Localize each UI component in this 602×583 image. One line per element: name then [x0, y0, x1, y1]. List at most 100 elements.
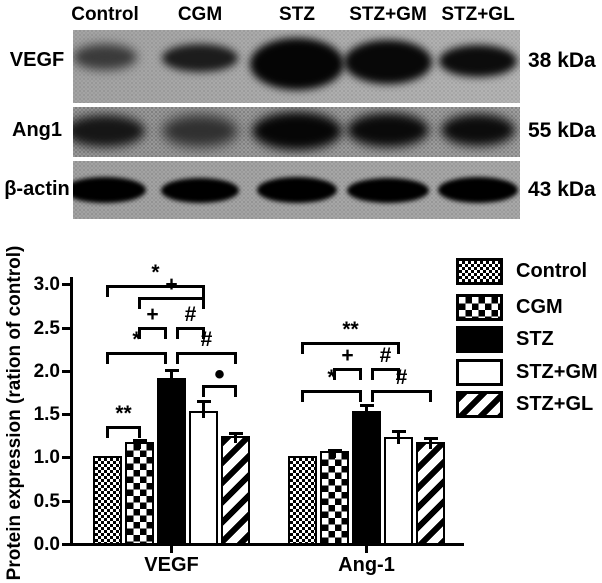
y-tick: [62, 413, 71, 417]
error-bar-stem: [333, 448, 336, 459]
protein-band: [73, 177, 146, 203]
significance-bracket: [301, 389, 362, 402]
blot-lane-label: STZ+GL: [441, 4, 515, 25]
error-bar-cap: [132, 439, 147, 443]
y-tick-label: 2.5: [33, 317, 60, 339]
legend-label-stz+gm: STZ+GM: [516, 361, 598, 383]
bar-control-vegf: [93, 456, 122, 545]
y-tick-label: 1.5: [33, 404, 60, 426]
error-bar-cap: [164, 368, 179, 372]
y-tick-label: 0.5: [33, 490, 60, 512]
legend-swatch-control: [456, 258, 503, 285]
bar-stz+gl-vegf: [221, 436, 250, 545]
blot-lane-label: STZ: [279, 4, 315, 25]
blot-row-label: VEGF: [9, 49, 65, 71]
legend-swatch-cgm: [456, 294, 503, 321]
significance-bracket: [106, 351, 167, 364]
significance-bracket: [202, 385, 237, 398]
y-tick: [62, 326, 71, 330]
significance-label: #: [395, 365, 408, 389]
y-tick: [62, 543, 71, 546]
protein-band: [162, 115, 238, 147]
significance-label: #: [200, 327, 213, 351]
x-group-label: Ang-1: [338, 554, 395, 576]
significance-bracket: [138, 327, 167, 340]
blot-weight-label: 43 kDa: [528, 178, 596, 201]
error-bar-cap: [359, 404, 374, 408]
significance-bracket: [333, 368, 362, 381]
error-bar-cap: [228, 432, 243, 436]
bar-cgm-vegf: [125, 441, 154, 545]
blot-weight-label: 55 kDa: [528, 119, 596, 142]
protein-band: [73, 115, 145, 147]
blot-strip: [73, 30, 520, 103]
blot-strip: [73, 107, 520, 157]
significance-bracket: [106, 426, 141, 439]
significance-label: •: [214, 358, 225, 392]
y-tick-label: 2.0: [33, 360, 60, 382]
significance-label: *: [151, 260, 160, 284]
legend-swatch-stz: [456, 326, 503, 353]
significance-label: +: [341, 344, 354, 368]
error-bar-stem: [365, 404, 368, 418]
protein-band: [257, 177, 337, 203]
protein-band: [347, 177, 429, 203]
x-group-tick: [170, 546, 173, 553]
protein-band: [161, 177, 239, 203]
significance-label: **: [342, 318, 359, 342]
error-bar-stem: [170, 368, 173, 386]
protein-band: [438, 177, 518, 203]
legend-label-cgm: CGM: [516, 296, 563, 318]
blot-row-label: Ang1: [12, 119, 62, 141]
error-bar-stem: [429, 437, 432, 449]
y-tick: [62, 283, 71, 287]
protein-band: [73, 44, 137, 70]
y-axis-line: [70, 277, 73, 546]
x-axis-line: [70, 543, 464, 546]
error-bar-cap: [423, 437, 438, 441]
protein-band: [162, 44, 238, 72]
bar-stz-ang-1: [352, 410, 381, 545]
bar-stz+gl-ang-1: [416, 441, 445, 545]
protein-band: [344, 40, 432, 84]
significance-label: +: [146, 303, 159, 327]
significance-bracket: [176, 351, 237, 364]
blot-lane-label: Control: [71, 4, 139, 25]
error-bar-cap: [391, 429, 406, 433]
error-bar-cap: [196, 400, 211, 404]
y-tick: [62, 499, 71, 503]
significance-bracket: [176, 327, 205, 340]
significance-bracket: [301, 342, 400, 355]
error-bar-stem: [138, 439, 141, 449]
protein-band: [252, 112, 342, 150]
x-group-tick: [365, 546, 368, 553]
legend-label-stz+gl: STZ+GL: [516, 393, 594, 415]
blot-row-label: β-actin: [4, 178, 70, 200]
significance-label: *: [132, 327, 141, 351]
legend-swatch-stz+gl: [456, 391, 503, 418]
legend-label-control: Control: [516, 260, 588, 282]
blot-strip: [73, 161, 520, 219]
y-tick-label: 3.0: [33, 274, 60, 296]
y-tick-label: 1.0: [33, 447, 60, 469]
blot-lane-label: CGM: [177, 4, 223, 25]
significance-bracket: [138, 297, 205, 310]
legend-label-stz: STZ: [516, 328, 554, 350]
legend-swatch-stz+gm: [456, 359, 503, 386]
error-bar-stem: [202, 400, 205, 418]
significance-label: #: [184, 303, 197, 327]
error-bar-stem: [397, 429, 400, 445]
significance-label: *: [327, 365, 336, 389]
protein-band: [250, 38, 344, 90]
significance-bracket: [371, 368, 400, 381]
error-bar-stem: [234, 432, 237, 444]
bar-stz+gm-vegf: [189, 410, 218, 545]
significance-label: #: [379, 344, 392, 368]
bar-stz+gm-ang-1: [384, 437, 413, 545]
error-bar-cap: [327, 448, 342, 452]
x-group-label: VEGF: [144, 554, 199, 576]
significance-label: **: [115, 402, 132, 426]
y-tick-label: 0.0: [33, 534, 60, 555]
significance-bracket: [371, 389, 432, 402]
